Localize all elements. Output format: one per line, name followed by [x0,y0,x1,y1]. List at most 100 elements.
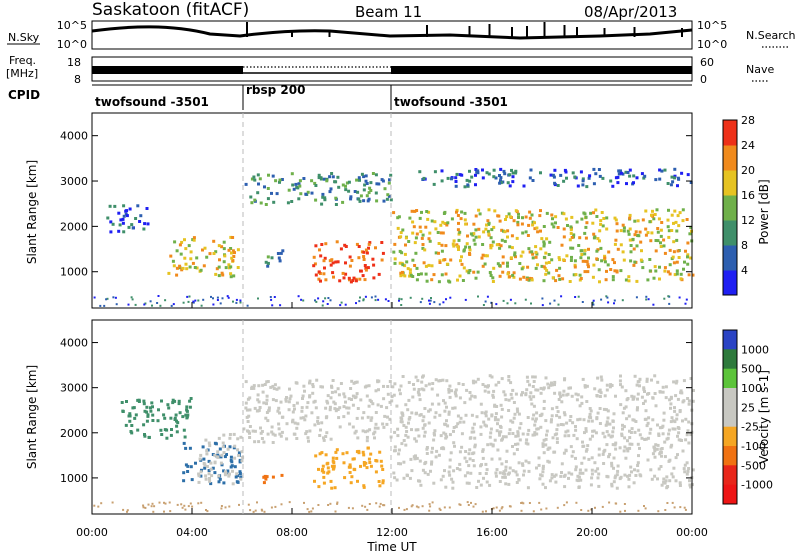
data-point [638,377,642,381]
data-point [648,220,652,224]
data-point [326,466,330,470]
data-point [455,243,459,247]
data-point [580,249,584,253]
data-point [329,396,333,400]
data-point [624,170,628,174]
data-point [362,484,366,488]
data-point [591,275,595,279]
data-point [446,221,450,225]
data-point [323,196,327,200]
data-point [351,457,355,461]
data-point [417,273,420,276]
data-point [417,392,421,396]
data-point [467,464,471,468]
data-point [445,405,448,409]
data-point [359,269,362,273]
data-point [581,440,584,444]
data-point [423,430,427,434]
data-point [495,243,499,247]
data-point [380,258,384,262]
data-point [505,449,509,453]
data-point [128,207,132,211]
data-point [404,425,408,429]
data-point [300,409,304,413]
data-point [481,253,485,257]
data-point [252,384,256,388]
data-point [471,459,475,462]
data-point [585,185,589,189]
data-point [211,466,215,470]
data-point [601,452,605,456]
data-point [628,168,632,172]
data-point [365,194,369,198]
noise-point [645,295,648,298]
data-point [422,415,426,419]
noise-point [614,502,617,505]
colorbar-swatch [723,195,737,221]
data-point [261,390,265,394]
data-point [581,177,585,181]
data-point [255,409,259,413]
data-point [378,484,382,488]
data-point [441,378,445,382]
data-point [221,445,225,449]
data-point [599,222,603,226]
data-point [511,432,515,435]
data-point [679,277,683,281]
data-point [468,397,472,401]
data-point [635,408,639,412]
data-point [637,380,641,384]
noise-point [317,504,320,506]
data-point [527,461,531,465]
data-point [220,271,224,275]
data-point [514,442,517,446]
data-point [142,227,146,231]
colorbar-swatch [723,120,737,146]
data-point [468,391,472,394]
data-point [529,168,533,172]
data-point [596,237,600,241]
data-point [473,436,477,440]
data-point [415,456,419,460]
data-point [604,408,608,412]
data-point [605,420,609,424]
noise-point [329,502,332,505]
noise-point [127,303,130,306]
data-point [367,384,371,388]
data-point [522,473,525,477]
data-point [485,223,488,227]
data-point [599,391,603,395]
data-point [657,434,661,437]
data-point [386,415,389,419]
data-point [673,209,677,213]
data-point [427,263,431,267]
data-point [452,244,456,248]
data-point [295,401,299,405]
data-point [656,230,660,234]
data-point [619,374,622,378]
data-point [414,454,417,458]
data-point [322,436,325,440]
data-point [611,258,615,262]
data-point [574,456,577,460]
data-point [120,401,124,404]
data-point [646,231,650,235]
data-point [659,241,662,245]
colorbar-tick-label: 16 [741,189,755,202]
data-point [330,390,334,394]
data-point [393,242,397,246]
data-point [270,430,274,434]
data-point [687,420,691,424]
data-point [438,259,442,263]
data-point [506,229,510,233]
data-point [451,480,455,484]
data-point [486,229,490,233]
data-point [418,216,422,220]
data-point [402,460,406,464]
data-point [353,190,357,193]
cpid-segment-2: rbsp 200 [246,83,305,97]
data-point [342,461,346,465]
data-point [343,476,347,480]
data-point [628,213,632,217]
data-point [641,266,645,270]
